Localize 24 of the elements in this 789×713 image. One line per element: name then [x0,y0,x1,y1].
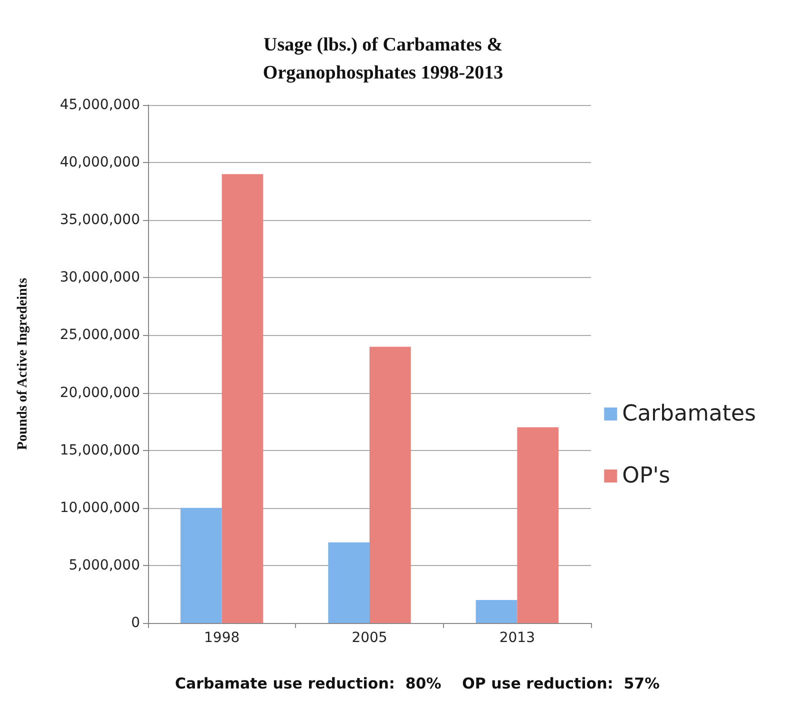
y-tick-label: 5,000,000 [68,557,140,574]
y-tick-label: 20,000,000 [60,384,140,401]
y-tick-label: 35,000,000 [60,212,140,228]
bar [328,542,370,623]
y-tick-label: 45,000,000 [60,97,140,113]
bar [370,346,411,623]
y-tick-label: 25,000,000 [60,327,140,344]
y-tick-label: 30,000,000 [60,270,140,286]
chart-title: Usage (lbs.) of Carbamates & Organophosphates 1998-2013 [262,34,504,84]
bar [517,427,559,623]
y-tick-label: 15,000,000 [60,442,140,458]
bar [180,508,222,623]
bar [476,600,518,623]
y-tick-label: 40,000,000 [60,154,140,171]
x-tick-label: 2005 [352,630,388,646]
legend-label: OP's [622,464,670,488]
y-axis-title: Pounds of Active Ingredeints [16,277,30,450]
legend-label: Carbamates [622,402,756,426]
text: Carbamate use reduction: 80% OP use reduction: 57% [175,674,660,692]
y-tick-label: 0 [131,615,140,631]
x-tick-label: 2013 [499,630,535,646]
y-tick-label: 10,000,000 [60,500,140,516]
bar [222,174,264,623]
x-tick-label: 1998 [204,630,240,646]
